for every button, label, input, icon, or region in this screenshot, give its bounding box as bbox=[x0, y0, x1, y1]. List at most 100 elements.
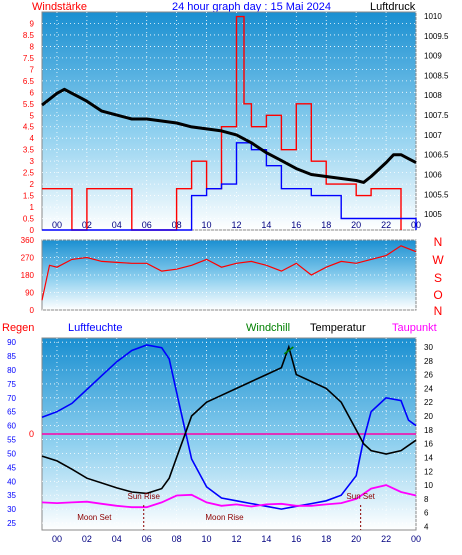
temp-x-tick-label: 22 bbox=[381, 534, 391, 544]
wind-x-tick-label: 18 bbox=[321, 220, 331, 230]
compass-label: O bbox=[433, 288, 442, 302]
temperature-y-tick-label: 12 bbox=[424, 467, 433, 476]
temperature-y-tick-label: 16 bbox=[424, 440, 433, 449]
temperatur-label: Temperatur bbox=[310, 322, 366, 334]
humidity-y-tick-label: 85 bbox=[7, 352, 16, 361]
humidity-y-tick-label: 35 bbox=[7, 491, 16, 500]
pressure-series bbox=[41, 87, 417, 184]
temp-x-tick-label: 18 bbox=[321, 534, 331, 544]
wind-direction-series bbox=[41, 245, 417, 301]
temp-x-tick-label: 12 bbox=[231, 534, 241, 544]
humidity-y-tick-label: 55 bbox=[7, 436, 16, 445]
temperature-y-tick-label: 8 bbox=[424, 495, 429, 504]
luftfeuchte-label: Luftfeuchte bbox=[68, 322, 122, 334]
wind-pressure-plot-area bbox=[41, 11, 417, 231]
temp-x-tick-label: 08 bbox=[172, 534, 182, 544]
windchill-series bbox=[283, 346, 294, 355]
compass-label: N bbox=[434, 235, 443, 249]
humidity-y-tick-label: 40 bbox=[7, 477, 16, 486]
pressure-y-tick-label: 1008 bbox=[424, 91, 442, 100]
pressure-y-tick-label: 1009 bbox=[424, 52, 442, 61]
temperature-y-tick-label: 4 bbox=[424, 523, 429, 532]
temperature-humidity-series bbox=[41, 344, 417, 510]
pressure-y-tick-label: 1005 bbox=[424, 210, 442, 219]
astro-annotation-label: Sun Rise bbox=[127, 492, 160, 501]
temperature-y-tick-label: 28 bbox=[424, 357, 433, 366]
temperature-y-tick-label: 20 bbox=[424, 412, 433, 421]
wind-x-tick-label: 16 bbox=[291, 220, 301, 230]
pressure-y-tick-label: 1007 bbox=[424, 131, 442, 140]
wind-y-tick-label: 0.5 bbox=[23, 215, 35, 224]
wind-pressure-series bbox=[41, 15, 417, 231]
wind-x-tick-label: 20 bbox=[351, 220, 361, 230]
humidity-y-tick-label: 50 bbox=[7, 449, 16, 458]
temp-x-tick-label: 00 bbox=[52, 534, 62, 544]
astro-annotation-label: Sun Set bbox=[346, 492, 375, 501]
temp-x-tick-label: 16 bbox=[291, 534, 301, 544]
temperature-y-tick-label: 30 bbox=[424, 343, 433, 352]
temp-x-tick-label: 04 bbox=[112, 534, 122, 544]
humidity-y-tick-label: 65 bbox=[7, 408, 16, 417]
humidity-y-tick-label: 45 bbox=[7, 463, 16, 472]
wind-y-tick-label: 5 bbox=[30, 111, 35, 120]
wind-y-tick-label: 4 bbox=[30, 134, 35, 143]
wind-x-tick-label: 14 bbox=[261, 220, 271, 230]
direction-y-tick-label: 0 bbox=[30, 306, 35, 315]
humidity-y-tick-label: 80 bbox=[7, 366, 16, 375]
wind-gust-series bbox=[42, 142, 417, 231]
humidity-series bbox=[41, 344, 417, 510]
wind-y-tick-label: 3 bbox=[30, 157, 35, 166]
wind-y-tick-label: 6 bbox=[30, 88, 35, 97]
windstaerke-label: Windstärke bbox=[32, 1, 87, 13]
wind-y-tick-label: 5.5 bbox=[23, 100, 35, 109]
wind-y-tick-label: 1.5 bbox=[23, 192, 35, 201]
temp-x-tick-label: 10 bbox=[202, 534, 212, 544]
pressure-y-tick-label: 1006.5 bbox=[424, 151, 449, 160]
wind-y-tick-label: 2 bbox=[30, 180, 35, 189]
wind-y-tick-label: 3.5 bbox=[23, 146, 35, 155]
wind-x-tick-label: 04 bbox=[112, 220, 122, 230]
wind-y-tick-label: 1 bbox=[30, 203, 35, 212]
wind-y-tick-label: 9 bbox=[30, 19, 35, 28]
astro-annotation-label: Moon Set bbox=[77, 513, 112, 522]
pressure-y-tick-label: 1007.5 bbox=[424, 111, 449, 120]
temperature-y-tick-label: 24 bbox=[424, 384, 433, 393]
wind-x-tick-label: 06 bbox=[142, 220, 152, 230]
wind-y-tick-label: 6.5 bbox=[23, 77, 35, 86]
wind-pressure-ticks: 00 02 04 06 08 10 12 14 16 18 20 22 0000.511.522.533… bbox=[23, 12, 449, 235]
direction-y-tick-label: 180 bbox=[21, 271, 35, 280]
direction-y-tick-label: 270 bbox=[21, 254, 35, 263]
humidity-y-tick-label: 90 bbox=[7, 338, 16, 347]
direction-y-tick-label: 90 bbox=[25, 289, 34, 298]
wind-x-tick-label: 12 bbox=[231, 220, 241, 230]
temperature-y-tick-label: 26 bbox=[424, 371, 433, 380]
temperature-y-tick-label: 18 bbox=[424, 426, 433, 435]
humidity-y-tick-label: 70 bbox=[7, 394, 16, 403]
humidity-y-tick-label: 25 bbox=[7, 519, 16, 528]
pressure-y-tick-label: 1005.5 bbox=[424, 190, 449, 199]
regen-value-label: 0 bbox=[29, 429, 34, 439]
taupunkt-label: Taupunkt bbox=[392, 322, 437, 334]
wind-y-tick-label: 8 bbox=[30, 42, 35, 51]
temp-x-tick-label: 20 bbox=[351, 534, 361, 544]
windchill-label: Windchill bbox=[246, 322, 290, 334]
wind-x-tick-label: 22 bbox=[381, 220, 391, 230]
humidity-y-tick-label: 75 bbox=[7, 380, 16, 389]
pressure-y-tick-label: 1009.5 bbox=[424, 32, 449, 41]
wind-direction-plot-area bbox=[41, 239, 417, 311]
temperature-humidity-ticks: 00 02 04 06 08 10 12 14 16 18 20 22 0025303540455055… bbox=[7, 338, 433, 544]
wind-y-tick-label: 0 bbox=[30, 226, 35, 235]
temperature-y-tick-label: 10 bbox=[424, 481, 433, 490]
graph-title: 24 hour graph day : 15 Mai 2024 bbox=[172, 1, 331, 13]
wind-y-tick-label: 7.5 bbox=[23, 54, 35, 63]
dewpoint-series bbox=[41, 484, 417, 509]
direction-y-tick-label: 360 bbox=[21, 236, 35, 245]
compass-label: N bbox=[434, 304, 443, 318]
temp-x-tick-label: 02 bbox=[82, 534, 92, 544]
pressure-y-tick-label: 1006 bbox=[424, 171, 442, 180]
humidity-y-tick-label: 60 bbox=[7, 422, 16, 431]
wind-direction-series bbox=[41, 245, 417, 301]
wind-y-tick-label: 4.5 bbox=[23, 123, 35, 132]
